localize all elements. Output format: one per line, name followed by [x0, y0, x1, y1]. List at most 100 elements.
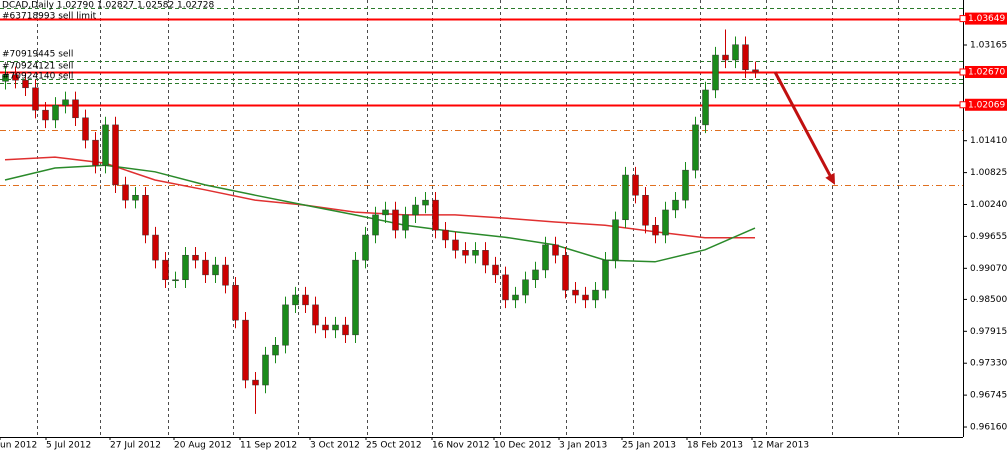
candle-body — [62, 99, 69, 106]
candle-body — [102, 124, 109, 166]
y-tick-label: 0.96745 — [970, 391, 1007, 401]
candle-body — [522, 279, 529, 296]
candle-body — [702, 89, 709, 126]
candle-body — [722, 54, 729, 61]
candle-body — [282, 304, 289, 346]
candle-body — [512, 294, 519, 301]
candle-body — [32, 87, 39, 111]
candle-body — [262, 354, 269, 386]
candle-body — [422, 199, 429, 206]
price-box-label: 1.03649 — [968, 14, 1005, 24]
candle-body — [112, 124, 119, 186]
candle-body — [272, 344, 279, 356]
candle-body — [192, 254, 199, 261]
y-tick-label: 1.00240 — [970, 200, 1007, 210]
candle-body — [412, 204, 419, 216]
candle-body — [592, 289, 599, 301]
candle-body — [752, 69, 759, 73]
candle-body — [382, 209, 389, 216]
forecast-arrow-head — [825, 172, 835, 185]
candle-body — [332, 324, 339, 331]
candle-body — [492, 264, 499, 276]
candle-body — [462, 250, 469, 256]
candle-body — [302, 294, 309, 306]
y-tick-label: 1.01410 — [970, 136, 1007, 146]
price-box — [965, 98, 1007, 111]
price-box — [965, 12, 1007, 25]
order-label: #70924140 sell — [2, 72, 73, 82]
candle-body — [312, 304, 319, 326]
candle-body — [612, 219, 619, 261]
candle-body — [162, 259, 169, 281]
price-box — [965, 65, 1007, 78]
x-tick-label: 11 Sep 2012 — [240, 441, 297, 451]
candle-body — [482, 250, 489, 266]
candle-body — [402, 214, 409, 231]
candle-body — [502, 274, 509, 301]
candle-body — [672, 199, 679, 211]
candle-body — [532, 269, 539, 281]
candle-body — [552, 244, 559, 256]
candle-body — [432, 199, 439, 231]
candle-body — [242, 319, 249, 381]
x-tick-label: 16 Nov 2012 — [432, 441, 490, 451]
candle-body — [582, 294, 589, 301]
candle-body — [442, 229, 449, 241]
candle-body — [732, 44, 739, 61]
y-tick-label: 1.03165 — [970, 40, 1007, 50]
candle-body — [622, 174, 629, 221]
candle-body — [182, 254, 189, 281]
x-tick-label: 25 Oct 2012 — [366, 441, 422, 451]
candle-body — [602, 259, 609, 291]
y-tick-label: 0.97915 — [970, 327, 1007, 337]
x-tick-label: un 2012 — [0, 441, 37, 451]
candle-body — [72, 99, 79, 119]
order-label: #70919445 sell — [2, 50, 73, 60]
y-tick-label: 0.97330 — [970, 359, 1007, 369]
candle-body — [142, 194, 149, 236]
y-tick-label: 0.98500 — [970, 295, 1007, 305]
candle-body — [652, 224, 659, 236]
x-tick-label: 20 Aug 2012 — [174, 441, 232, 451]
candle-body — [452, 239, 459, 251]
price-box-label: 1.02670 — [968, 67, 1005, 77]
order-label: #70924121 sell — [2, 62, 73, 72]
candle-body — [742, 44, 749, 71]
y-tick-label: 1.00825 — [970, 168, 1007, 178]
chart-title: DCAD,Daily 1.02790 1.02827 1.02582 1.027… — [2, 1, 215, 11]
candle-body — [542, 244, 549, 271]
x-tick-label: 18 Feb 2013 — [687, 441, 743, 451]
candle-body — [692, 124, 699, 171]
x-tick-label: 27 Jul 2012 — [110, 441, 161, 451]
x-tick-label: 5 Jul 2012 — [46, 441, 91, 451]
candle-body — [392, 209, 399, 231]
candle-body — [212, 264, 219, 276]
x-tick-label: 3 Oct 2012 — [310, 441, 360, 451]
candle-body — [322, 324, 329, 331]
candle-body — [232, 284, 239, 321]
candle-body — [2, 74, 9, 82]
candle-body — [122, 184, 129, 201]
candle-body — [152, 234, 159, 261]
x-tick-label: 10 Dec 2012 — [494, 441, 552, 451]
candle-body — [682, 169, 689, 201]
candle-body — [362, 234, 369, 261]
candle-body — [132, 194, 139, 201]
candle-body — [22, 79, 29, 89]
candle-body — [662, 209, 669, 236]
candle-body — [572, 289, 579, 296]
candle-body — [642, 194, 649, 226]
moving-average — [4, 164, 756, 263]
candle-body — [372, 214, 379, 236]
candle-body — [12, 74, 19, 81]
candle-body — [712, 54, 719, 91]
candle-body — [172, 279, 179, 282]
candle-body — [342, 324, 349, 336]
candle-body — [52, 105, 59, 121]
price-marker — [959, 15, 967, 23]
candle-body — [42, 109, 49, 121]
y-tick-label: 0.99655 — [970, 232, 1007, 242]
